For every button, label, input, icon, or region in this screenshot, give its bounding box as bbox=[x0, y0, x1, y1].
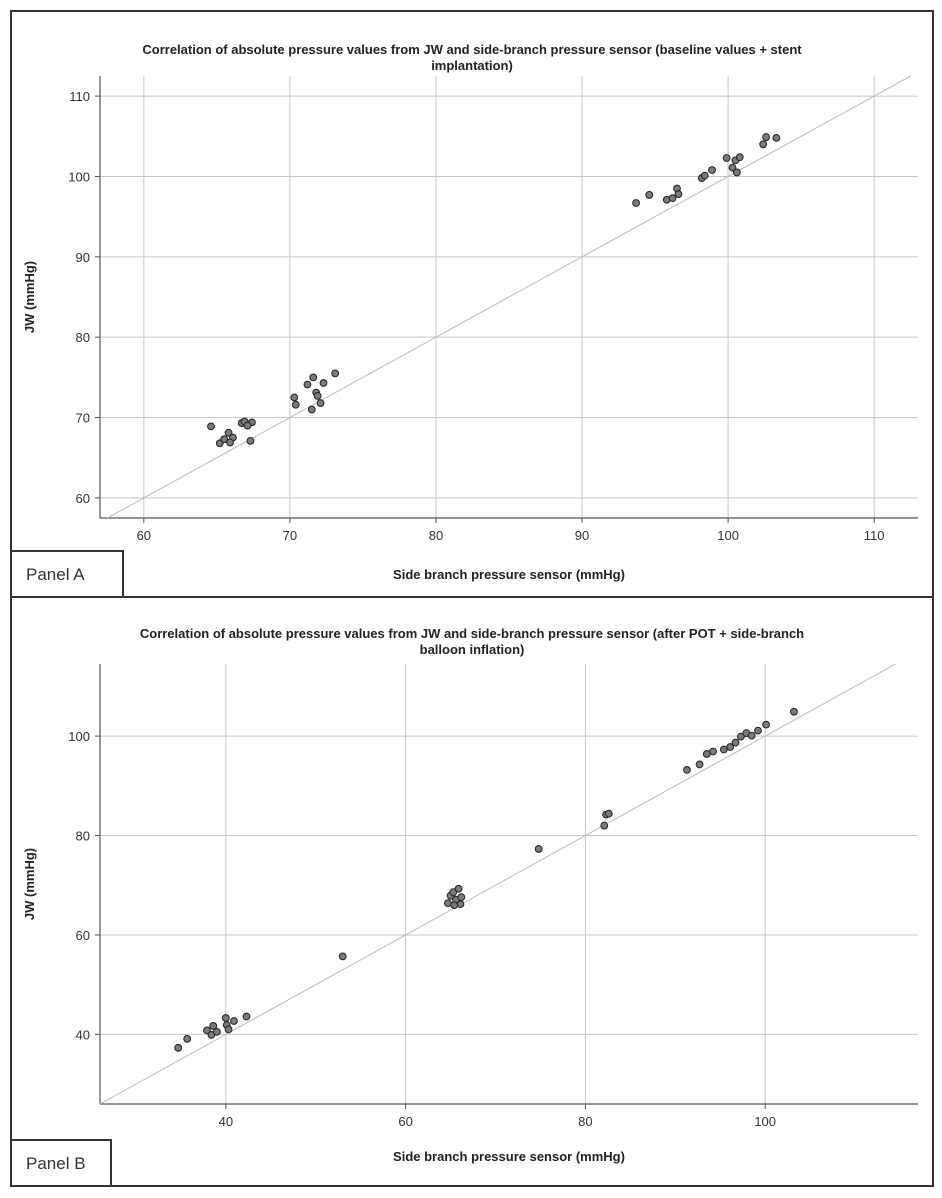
data-point bbox=[534, 845, 543, 853]
chart-title-line: implantation) bbox=[431, 58, 513, 73]
y-tick-label: 100 bbox=[68, 729, 90, 744]
y-tick-label: 40 bbox=[76, 1027, 90, 1042]
data-point bbox=[316, 399, 325, 407]
data-point bbox=[731, 738, 740, 747]
data-point bbox=[224, 428, 233, 437]
data-point bbox=[230, 1017, 238, 1025]
data-point bbox=[212, 1028, 221, 1036]
data-point bbox=[735, 153, 744, 162]
data-point bbox=[319, 379, 328, 387]
panel-label: Panel B bbox=[12, 1139, 112, 1185]
x-tick-label: 80 bbox=[578, 1114, 592, 1129]
data-point bbox=[695, 760, 704, 769]
data-point bbox=[762, 720, 770, 729]
x-tick-label: 60 bbox=[398, 1114, 412, 1129]
y-tick-label: 90 bbox=[76, 250, 90, 265]
data-point bbox=[203, 1026, 211, 1035]
y-tick-label: 80 bbox=[76, 330, 90, 345]
data-point bbox=[209, 1022, 218, 1030]
data-point bbox=[338, 952, 347, 961]
data-point bbox=[726, 743, 735, 751]
y-tick-label: 110 bbox=[69, 89, 90, 104]
chart-title: Correlation of absolute pressure values … bbox=[12, 626, 932, 658]
y-tick-label: 80 bbox=[76, 829, 90, 844]
panel-a: Correlation of absolute pressure values … bbox=[12, 12, 932, 596]
x-tick-label: 110 bbox=[864, 528, 885, 543]
data-point bbox=[220, 435, 229, 444]
x-tick-label: 60 bbox=[137, 528, 151, 543]
data-point bbox=[719, 745, 728, 754]
chart-title-line: Correlation of absolute pressure values … bbox=[142, 42, 802, 57]
data-point bbox=[708, 166, 716, 174]
data-point bbox=[632, 199, 640, 207]
identity-reference-line bbox=[107, 75, 911, 519]
chart-title-line: balloon inflation) bbox=[419, 642, 525, 657]
data-point bbox=[700, 171, 709, 180]
data-point bbox=[449, 888, 458, 897]
data-point bbox=[790, 707, 798, 716]
data-point bbox=[772, 133, 781, 142]
data-point bbox=[309, 373, 318, 382]
y-tick-label: 100 bbox=[68, 169, 90, 184]
data-point bbox=[224, 1025, 233, 1034]
y-tick-label: 60 bbox=[76, 928, 90, 943]
data-point bbox=[645, 191, 654, 199]
data-point bbox=[457, 893, 466, 902]
data-point bbox=[762, 133, 770, 141]
data-point bbox=[307, 405, 316, 414]
x-axis-label: Side branch pressure sensor (mmHg) bbox=[393, 567, 625, 582]
x-tick-label: 70 bbox=[283, 528, 297, 543]
y-tick-label: 70 bbox=[76, 411, 90, 426]
y-tick-label: 60 bbox=[76, 491, 90, 506]
chart-title-line: Correlation of absolute pressure values … bbox=[139, 626, 805, 641]
data-point bbox=[722, 154, 731, 162]
data-point bbox=[747, 731, 756, 740]
panel-label: Panel A bbox=[12, 550, 124, 596]
data-point bbox=[291, 400, 300, 409]
x-tick-label: 40 bbox=[219, 1114, 233, 1129]
x-axis-label: Side branch pressure sensor (mmHg) bbox=[393, 1149, 625, 1164]
x-tick-label: 100 bbox=[754, 1114, 776, 1129]
data-point bbox=[702, 750, 711, 758]
data-point bbox=[754, 726, 762, 735]
data-point bbox=[737, 732, 745, 741]
x-tick-label: 80 bbox=[429, 528, 443, 543]
data-point bbox=[207, 422, 215, 431]
panel-divider bbox=[10, 596, 934, 598]
y-axis-label: JW (mmHg) bbox=[22, 261, 37, 333]
data-point bbox=[456, 900, 465, 909]
data-point bbox=[759, 140, 768, 149]
y-axis-label: JW (mmHg) bbox=[22, 848, 37, 920]
data-point bbox=[454, 884, 463, 893]
data-point bbox=[243, 421, 252, 430]
data-point bbox=[174, 1043, 183, 1052]
data-point bbox=[246, 436, 255, 445]
data-point bbox=[674, 190, 683, 199]
data-point bbox=[226, 438, 234, 447]
data-point bbox=[683, 765, 691, 774]
data-point bbox=[732, 168, 741, 177]
data-point bbox=[313, 391, 322, 400]
data-point bbox=[600, 821, 609, 830]
data-point bbox=[728, 163, 737, 172]
figure-frame bbox=[10, 10, 934, 1187]
data-point bbox=[183, 1034, 192, 1043]
x-tick-label: 90 bbox=[575, 528, 589, 543]
data-point bbox=[668, 194, 677, 203]
data-point bbox=[331, 369, 340, 378]
data-point bbox=[303, 380, 312, 389]
data-point bbox=[242, 1012, 251, 1021]
data-point bbox=[221, 1014, 230, 1022]
x-tick-label: 100 bbox=[717, 528, 739, 543]
identity-reference-line bbox=[99, 663, 896, 1105]
panel-b: Correlation of absolute pressure values … bbox=[12, 598, 932, 1185]
data-point bbox=[709, 747, 717, 756]
chart-title: Correlation of absolute pressure values … bbox=[12, 42, 932, 74]
scatter-plot: 40 60 80 100 40 60 80 100 Side branch pressure s… bbox=[22, 663, 918, 1164]
data-point bbox=[290, 393, 299, 402]
scatter-plot: 60 70 80 90 100 110 60 70 80 90 100 110 Side branch … bbox=[22, 75, 918, 582]
data-point bbox=[443, 899, 452, 908]
data-point bbox=[604, 809, 613, 818]
data-point bbox=[450, 901, 459, 910]
